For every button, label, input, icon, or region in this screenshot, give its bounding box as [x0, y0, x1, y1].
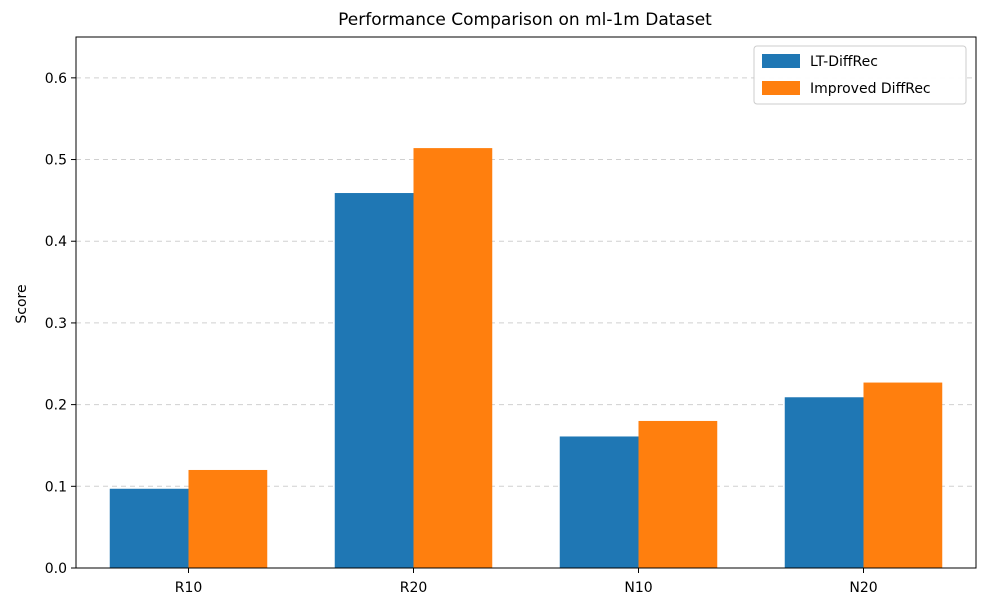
legend-label: LT-DiffRec	[810, 54, 878, 70]
x-tick-label: R20	[400, 580, 428, 596]
axes-layer	[75, 36, 977, 569]
y-axis-label: Score	[14, 284, 30, 323]
legend-box	[753, 45, 967, 105]
y-tick-label: 0.6	[45, 71, 67, 87]
y-tick-label: 0.1	[45, 479, 67, 495]
chart-title: Performance Comparison on ml-1m Dataset	[338, 10, 712, 30]
bar	[638, 420, 718, 568]
bar	[784, 397, 864, 568]
x-tick-label: R10	[175, 580, 203, 596]
bar	[188, 469, 268, 568]
bar	[413, 148, 493, 568]
legend-swatch	[762, 54, 800, 68]
legend-label: Improved DiffRec	[810, 81, 931, 97]
bar	[559, 436, 639, 568]
legend-swatch	[762, 81, 800, 95]
ticks-layer: 0.0 0.1 0.2 0.3 0.4 0.5 0.6 R10 R20 N10 N20	[45, 71, 878, 596]
y-tick-label: 0.4	[45, 234, 67, 250]
legend: LT-DiffRec Improved DiffRec	[753, 45, 967, 105]
bar	[109, 488, 189, 568]
y-tick-label: 0.3	[45, 316, 67, 332]
bar	[334, 193, 414, 569]
y-tick-label: 0.0	[45, 561, 67, 577]
x-tick-label: N20	[849, 580, 877, 596]
plot-frame	[75, 36, 977, 569]
x-tick-label: N10	[624, 580, 652, 596]
bar	[863, 382, 943, 568]
y-tick-label: 0.2	[45, 398, 67, 414]
bars-layer	[109, 148, 943, 569]
y-tick-label: 0.5	[45, 153, 67, 169]
